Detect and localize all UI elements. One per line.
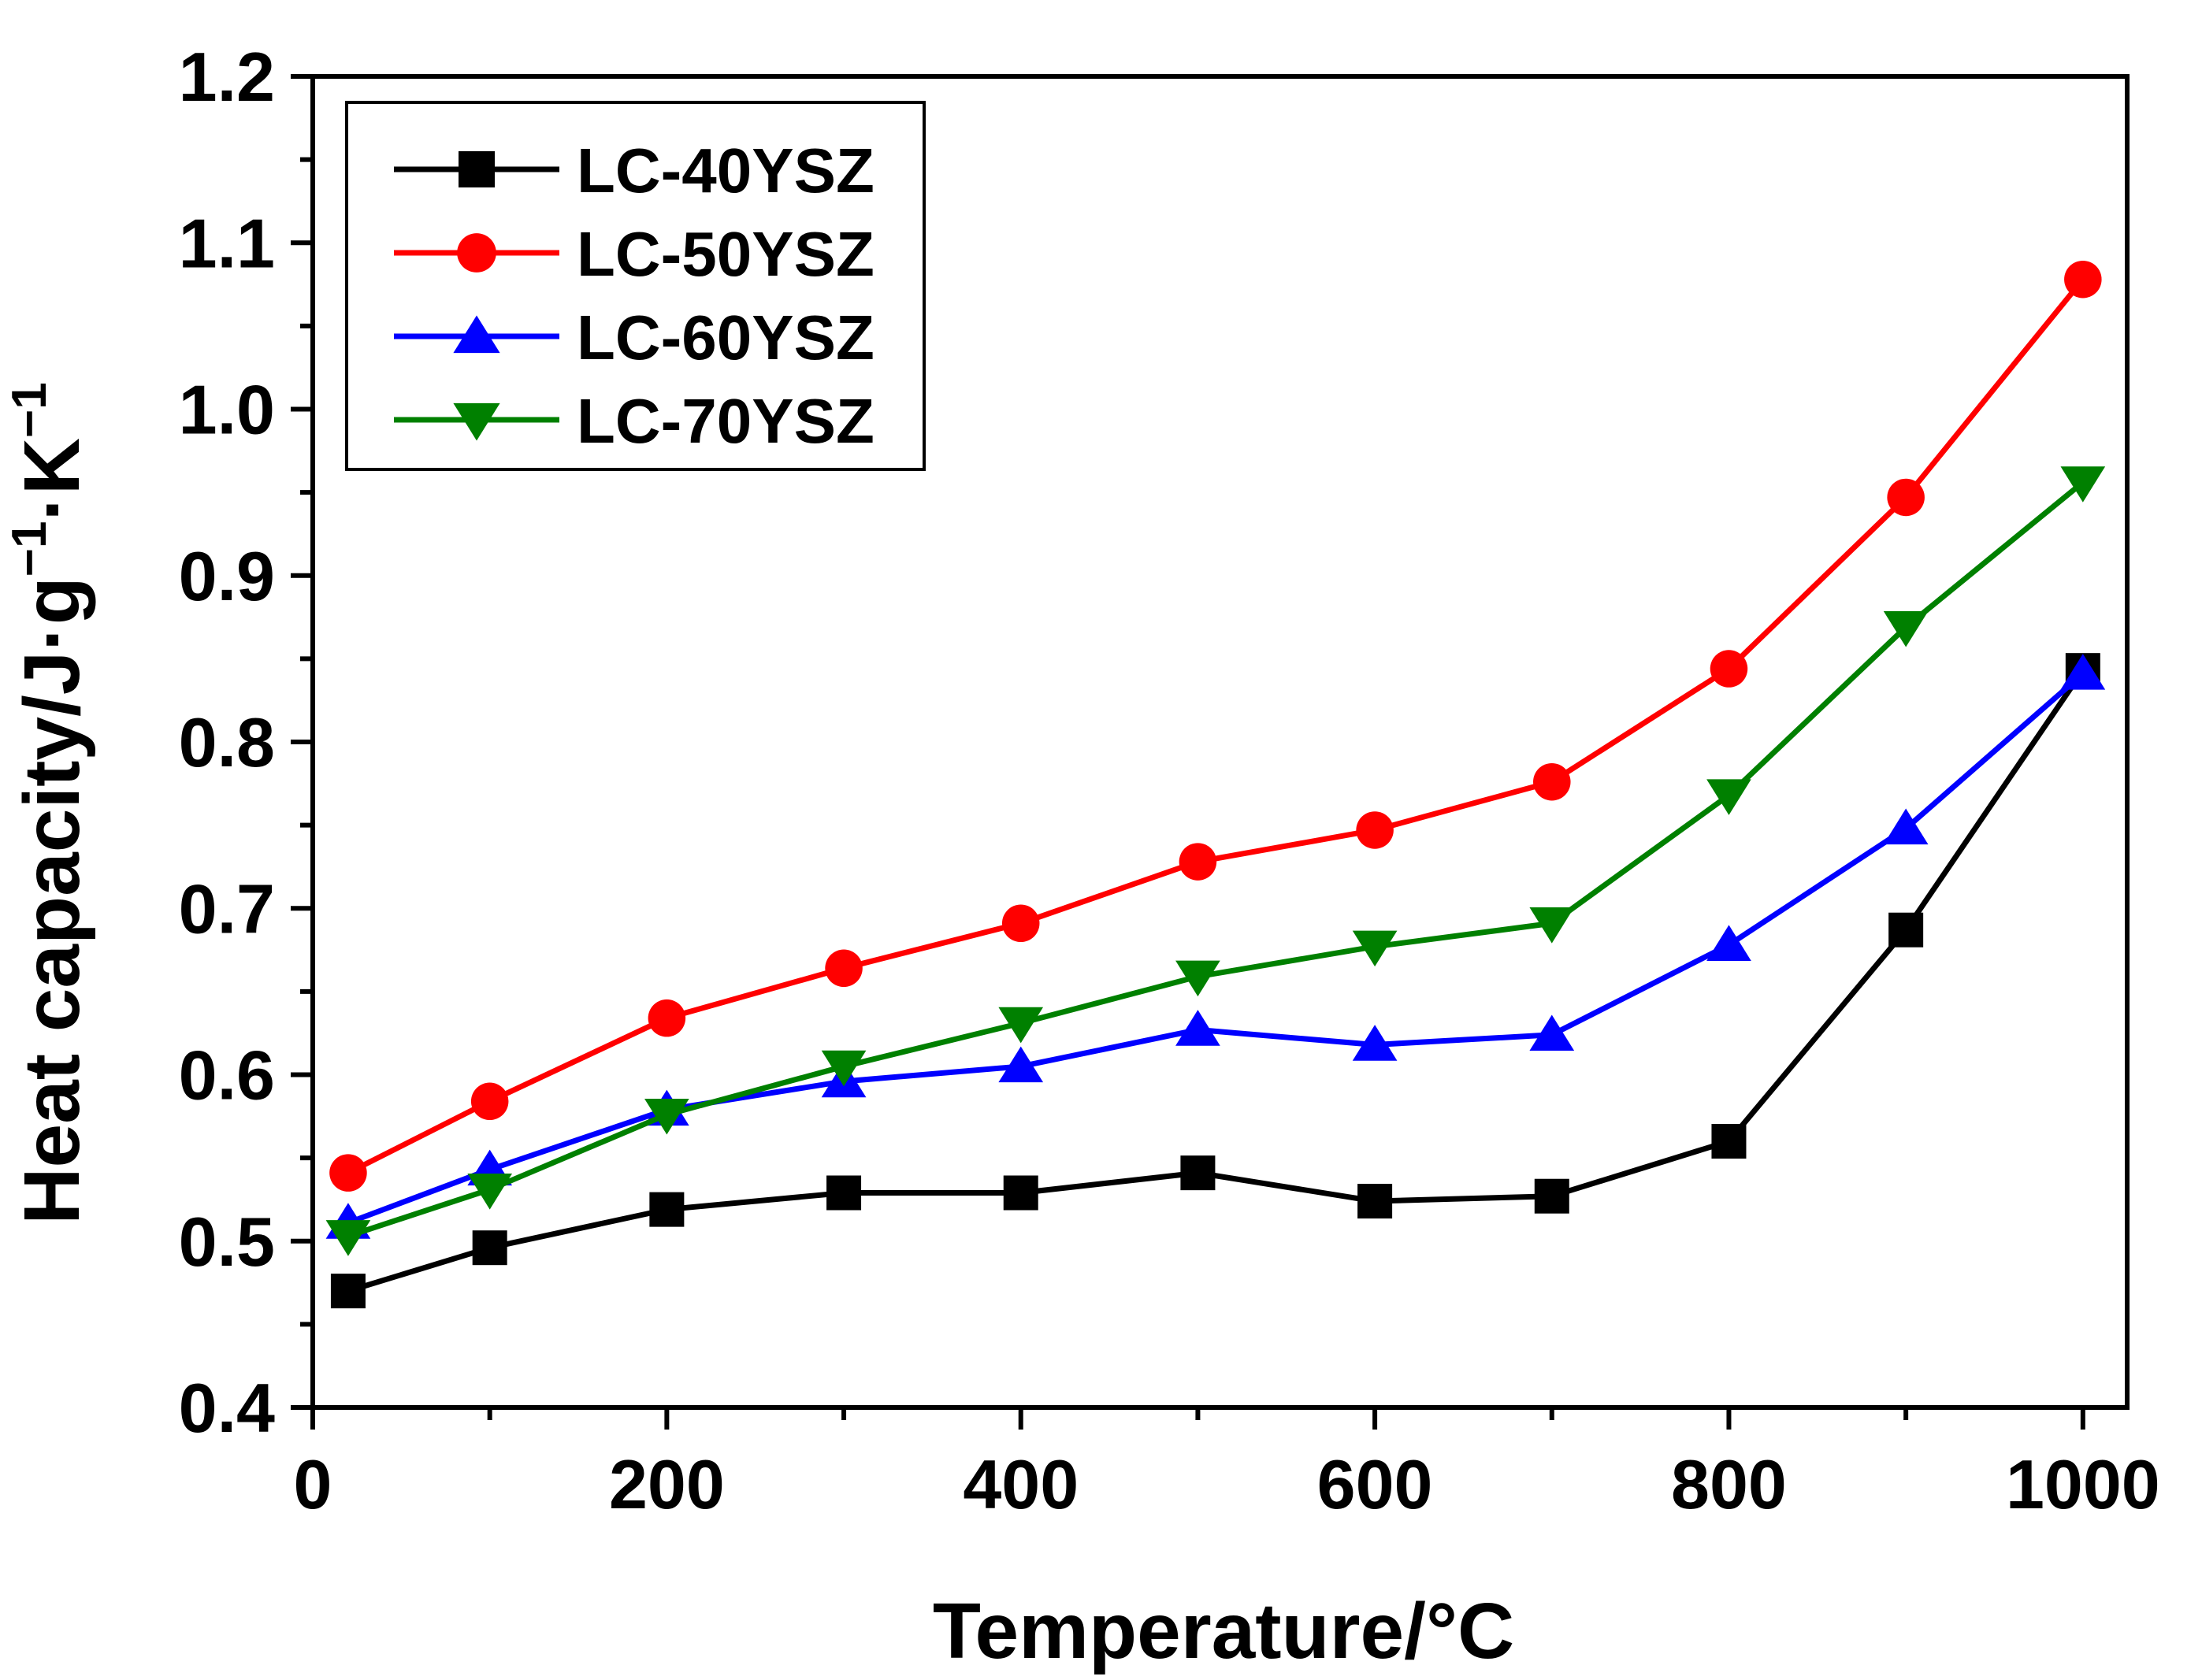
data-point-LC-40YSZ-300 [826,1175,862,1211]
data-point-LC-50YSZ-900 [1887,478,1925,517]
data-point-LC-50YSZ-700 [1533,762,1571,801]
data-point-LC-70YSZ-900 [1883,610,1929,647]
data-point-LC-40YSZ-100 [472,1230,507,1266]
y-axis-title-sup2: −1 [2,382,57,438]
plot-area [325,260,2106,1309]
data-point-LC-70YSZ-500 [1175,960,1220,997]
legend-marker [459,151,495,187]
data-point-LC-50YSZ-1000 [2064,260,2102,299]
data-point-LC-40YSZ-400 [1003,1175,1038,1211]
data-point-LC-60YSZ-700 [1529,1014,1575,1051]
y-tick-label: 0.5 [179,1203,275,1281]
y-tick-label: 1.0 [179,371,275,449]
data-point-LC-70YSZ-600 [1352,930,1398,967]
series-LC-70YSZ [325,466,2106,1256]
data-point-LC-60YSZ-900 [1883,808,1929,845]
legend-marker [453,315,500,354]
legend: LC-40YSZ LC-50YSZ LC-60YSZ LC-70YSZ [345,101,926,471]
x-axis-title: Temperature/°C [933,1587,1514,1675]
data-point-LC-70YSZ-20 [325,1220,371,1256]
legend-item-LC-50YSZ: LC-50YSZ [394,219,874,289]
legend-label: LC-50YSZ [577,219,874,289]
data-point-LC-70YSZ-100 [467,1174,513,1210]
legend-label: LC-70YSZ [577,386,874,456]
legend-label: LC-40YSZ [577,135,874,206]
data-point-LC-40YSZ-900 [1888,912,1924,948]
data-point-LC-70YSZ-400 [998,1007,1044,1044]
x-tick-label: 1000 [2006,1445,2160,1523]
data-point-LC-40YSZ-200 [649,1192,685,1227]
y-tick-label: 0.4 [179,1369,275,1447]
data-point-LC-50YSZ-20 [329,1154,367,1192]
data-point-LC-40YSZ-800 [1711,1124,1747,1159]
data-point-LC-60YSZ-400 [998,1046,1044,1083]
data-point-LC-50YSZ-200 [648,999,686,1037]
data-point-LC-50YSZ-100 [470,1082,509,1121]
data-point-LC-40YSZ-500 [1180,1155,1216,1191]
x-tick-label: 200 [609,1445,725,1523]
data-point-LC-60YSZ-800 [1706,925,1751,961]
y-tick-label: 1.2 [179,38,275,116]
data-point-LC-50YSZ-600 [1356,811,1394,849]
legend-box [345,101,926,471]
x-tick-label: 600 [1317,1445,1433,1523]
x-tick-label: 0 [294,1445,332,1523]
data-point-LC-50YSZ-800 [1710,650,1748,688]
y-tick-label: 0.8 [179,703,275,781]
y-axis-title: Heat capacity/J·g−1·K−1 [2,382,96,1225]
y-tick-label: 0.9 [179,537,275,615]
data-point-LC-70YSZ-300 [821,1050,867,1087]
data-point-LC-70YSZ-700 [1529,907,1575,944]
legend-marker [453,402,500,441]
series-LC-40YSZ [330,653,2100,1309]
legend-marker [457,233,496,273]
data-point-LC-60YSZ-600 [1352,1025,1398,1061]
legend-item-LC-70YSZ: LC-70YSZ [394,386,874,456]
y-axis-title-sup1: −1 [2,521,57,577]
data-point-LC-50YSZ-400 [1001,904,1040,943]
data-point-LC-40YSZ-600 [1357,1184,1393,1219]
data-point-LC-70YSZ-1000 [2060,466,2106,503]
legend-item-LC-60YSZ: LC-60YSZ [394,302,874,373]
data-point-LC-50YSZ-500 [1179,843,1217,881]
legend-label: LC-60YSZ [577,302,874,373]
x-tick-label: 400 [963,1445,1079,1523]
y-axis-title-mid: ·K [8,438,96,521]
x-tick-label: 800 [1671,1445,1787,1523]
axes: 0 200 400 600 800 1000 0.4 0.5 0.6 0.7 0.8 0.9 1.0 1.… [179,38,2160,1523]
data-point-LC-60YSZ-1000 [2060,654,2106,690]
data-point-LC-40YSZ-20 [330,1274,366,1309]
data-point-LC-70YSZ-200 [644,1098,689,1135]
y-tick-label: 1.1 [179,204,275,282]
y-tick-label: 0.7 [179,870,275,948]
series-LC-50YSZ [329,260,2102,1192]
legend-item-LC-40YSZ: LC-40YSZ [394,135,874,206]
data-point-LC-60YSZ-500 [1175,1010,1220,1046]
y-axis-title-main: Heat capacity/J·g [8,577,96,1225]
data-point-LC-70YSZ-800 [1706,779,1751,815]
data-point-LC-40YSZ-700 [1534,1178,1569,1214]
data-point-LC-50YSZ-300 [825,949,863,988]
y-tick-label: 0.6 [179,1037,275,1114]
